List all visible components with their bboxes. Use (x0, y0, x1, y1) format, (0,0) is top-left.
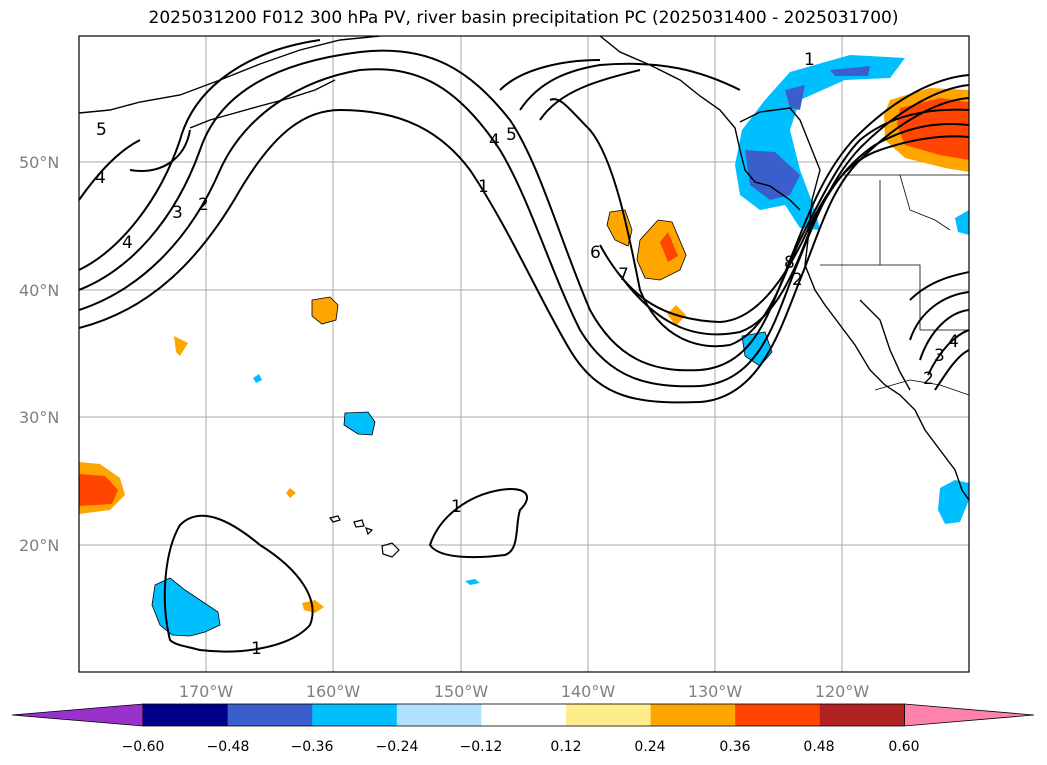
contour-label: 8 (784, 253, 795, 273)
graticule (79, 36, 969, 672)
colorbar-segment (735, 704, 821, 726)
neg-blob-7 (955, 210, 969, 235)
contour-label: 4 (489, 131, 500, 151)
colorbar (11, 703, 1035, 727)
lat-labels: 50°N 40°N 30°N 20°N (19, 153, 59, 555)
precip-shading (79, 55, 969, 636)
contour-label: 5 (96, 120, 107, 140)
colorbar-segment (227, 704, 313, 726)
lat-label: 40°N (19, 281, 59, 300)
lon-labels: 170°W 160°W 150°W 140°W 130°W 120°W (179, 682, 870, 701)
colorbar-segment (481, 704, 567, 726)
lon-label: 140°W (561, 682, 616, 701)
colorbar-tick-label: 0.48 (803, 739, 834, 755)
contour-label: 2 (198, 195, 209, 215)
hawaii-islands (328, 515, 400, 558)
neg-blob-6 (938, 480, 969, 524)
contour-label: 1 (804, 50, 815, 70)
contour-label: 5 (506, 125, 517, 145)
contour-label: 6 (590, 243, 601, 263)
colorbar-extend-low (11, 703, 144, 727)
pos-blob-6 (286, 488, 296, 498)
contour-label: 4 (948, 332, 959, 352)
colorbar-frame (142, 703, 905, 727)
colorbar-segment (396, 704, 482, 726)
neg-blob-5 (465, 579, 480, 585)
contour-labels: 5 4 4 3 2 5 4 1 6 7 8 2 1 1 1 2 3 4 (95, 50, 959, 659)
colorbar-tick-label: 0.24 (634, 739, 665, 755)
colorbar-tick-label: 0.36 (719, 739, 750, 755)
pos-core-west (79, 474, 118, 506)
neg-blob-4 (253, 374, 262, 383)
contour-label: 1 (251, 639, 262, 659)
colorbar-tick-label: −0.36 (291, 739, 334, 755)
colorbar-tick-label: −0.60 (122, 739, 165, 755)
colorbar-segment (143, 704, 229, 726)
colorbar-tick-label: 0.12 (550, 739, 581, 755)
colorbar-tick-label: −0.12 (460, 739, 503, 755)
contour-label: 3 (172, 203, 183, 223)
lat-label: 20°N (19, 536, 59, 555)
colorbar-tick-label: 0.60 (888, 739, 919, 755)
neg-core-north (785, 85, 805, 110)
contour-label: 2 (792, 270, 803, 290)
lon-label: 160°W (306, 682, 361, 701)
colorbar-segment (312, 704, 398, 726)
colorbar-tick-label: −0.24 (376, 739, 419, 755)
map-title: 2025031200 F012 300 hPa PV, river basin … (148, 8, 899, 28)
pos-blob-4 (312, 297, 338, 324)
contour-label: 2 (923, 369, 934, 389)
lon-label: 120°W (815, 682, 870, 701)
colorbar-segment (566, 704, 652, 726)
pos-core-2 (660, 232, 678, 262)
lon-label: 150°W (434, 682, 489, 701)
contour-label: 1 (451, 497, 462, 517)
lon-label: 130°W (688, 682, 743, 701)
contour-label: 4 (122, 233, 133, 253)
shading-outlines (151, 209, 773, 637)
colorbar-ticks: −0.60 −0.48 −0.36 −0.24 −0.12 0.12 0.24 … (122, 739, 920, 755)
lon-label: 170°W (179, 682, 234, 701)
neg-core-ne (830, 66, 870, 76)
pv-contours (79, 39, 969, 653)
contour-label: 1 (478, 177, 489, 197)
contour-label: 3 (934, 346, 945, 366)
colorbar-tick-label: −0.48 (207, 739, 250, 755)
neg-core-coast (745, 150, 800, 200)
neg-blob-2 (344, 412, 375, 435)
contour-label: 4 (95, 168, 106, 188)
colorbar-extend-high (904, 703, 1035, 727)
colorbar-segment (819, 704, 905, 726)
contour-label: 7 (618, 265, 629, 285)
lat-label: 30°N (19, 408, 59, 427)
map-frame (78, 35, 970, 673)
map-area (79, 36, 969, 672)
colorbar-segment (650, 704, 736, 726)
pos-blob-2 (637, 220, 686, 280)
pos-blob-5 (174, 336, 188, 356)
lat-label: 50°N (19, 153, 59, 172)
neg-blob-3 (152, 578, 220, 636)
